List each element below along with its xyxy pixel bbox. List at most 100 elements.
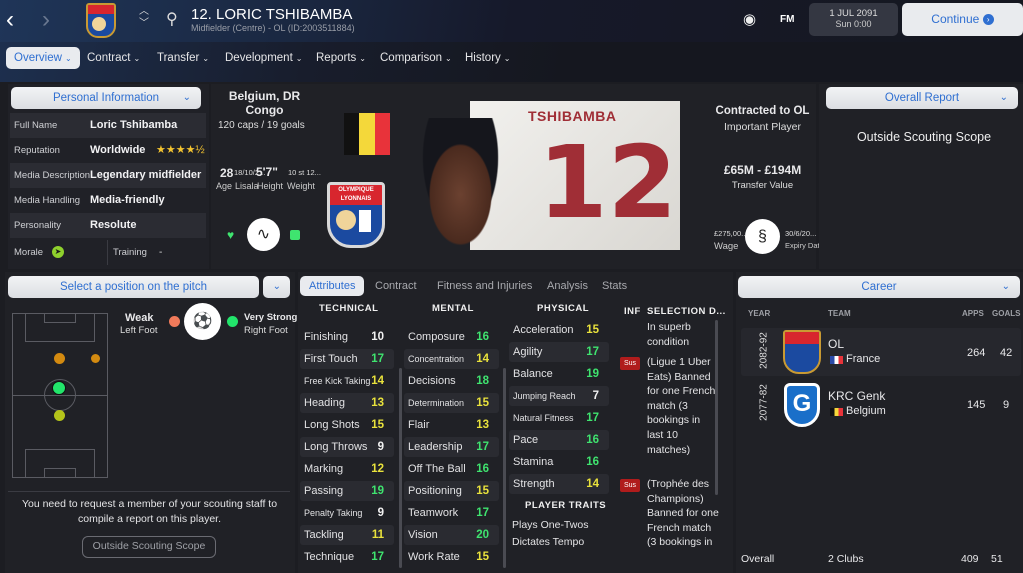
attribute-row-finishing[interactable]: Finishing 10 [300,327,394,347]
attribute-row-work-rate[interactable]: Work Rate 15 [404,547,499,567]
nav-comparison[interactable]: Comparison ⌄ [380,52,452,64]
ol-crest [783,330,821,374]
pi-row-full-name: Full Name Loric Tshibamba [10,113,206,138]
continue-button[interactable]: Continue › [902,3,1023,36]
attribute-row-free-kick-taking[interactable]: Free Kick Taking 14 [300,371,394,391]
transfer-value-label: Transfer Value [731,180,794,191]
mental-scrollbar[interactable] [503,368,506,568]
career-dropdown[interactable]: Career ⌄ [738,276,1020,298]
back-button[interactable]: ‹ [6,6,14,33]
attribute-value: 17 [371,353,384,365]
search-icon[interactable]: ⚲ [166,11,178,28]
tab-analysis[interactable]: Analysis [547,280,588,292]
attribute-row-technique[interactable]: Technique 17 [300,547,394,567]
attribute-value: 19 [586,368,599,380]
forward-button[interactable]: › [42,6,50,33]
right-foot-indicator [227,316,238,327]
height-value: 5'7" [256,165,278,179]
attribute-row-acceleration[interactable]: Acceleration 15 [509,320,609,340]
attribute-row-vision[interactable]: Vision 20 [404,525,499,545]
scouting-message: You need to request a member of your sco… [21,498,278,525]
date-box[interactable]: 1 JUL 2091 Sun 0:00 [809,3,898,36]
attribute-row-tackling[interactable]: Tackling 11 [300,525,394,545]
morale-label: Morale [14,247,44,258]
fm-logo[interactable]: FM [780,14,795,25]
attribute-row-decisions[interactable]: Decisions 18 [404,371,499,391]
attribute-name: Agility [513,346,543,358]
attribute-name: Technique [304,551,355,563]
attribute-name: Tackling [304,529,344,541]
attribute-row-off-the-ball[interactable]: Off The Ball 16 [404,459,499,479]
attribute-row-flair[interactable]: Flair 13 [404,415,499,435]
attribute-row-leadership[interactable]: Leadership 17 [404,437,499,457]
position-dot-amr[interactable] [91,354,100,363]
attribute-value: 17 [371,551,384,563]
attribute-row-stamina[interactable]: Stamina 16 [509,452,609,472]
fitness-pulse-icon[interactable]: ∿ [247,218,280,251]
position-dropdown[interactable]: Select a position on the pitch [8,276,259,298]
attribute-value: 10 [371,331,384,343]
attribute-row-heading[interactable]: Heading 13 [300,393,394,413]
nav-reports[interactable]: Reports ⌄ [316,52,366,64]
position-dropdown-toggle[interactable]: ⌄ [263,276,290,298]
tab-stats[interactable]: Stats [602,280,628,292]
attribute-row-jumping-reach[interactable]: Jumping Reach 7 [509,386,609,406]
attribute-value: 18 [476,375,489,387]
reputation-stars: ★★★★½ [156,144,205,156]
weight-label: Weight [287,181,315,191]
nav-history[interactable]: History ⌄ [465,52,511,64]
attribute-row-natural-fitness[interactable]: Natural Fitness 17 [509,408,609,428]
attribute-name: Vision [408,529,438,541]
age-value: 28 [220,166,234,180]
condition-icon [290,230,300,240]
position-dot-amc[interactable] [54,353,65,364]
attribute-row-pace[interactable]: Pace 16 [509,430,609,450]
position-dot-mc[interactable] [52,381,66,395]
attributes-panel [298,272,733,573]
attribute-row-marking[interactable]: Marking 12 [300,459,394,479]
attribute-row-first-touch[interactable]: First Touch 17 [300,349,394,369]
attribute-row-teamwork[interactable]: Teamwork 17 [404,503,499,523]
player-switch-arrows[interactable]: ︿ ﹀ [139,6,149,29]
outside-scouting-scope-button[interactable]: Outside Scouting Scope [82,536,216,558]
attribute-value: 15 [476,551,489,563]
club-badge[interactable] [86,3,116,38]
nav-transfer[interactable]: Transfer ⌄ [157,52,210,64]
overall-report-dropdown[interactable]: Overall Report ⌄ [826,87,1018,109]
attribute-name: Heading [304,397,345,409]
birthplace: Lisala [235,181,259,191]
attribute-row-agility[interactable]: Agility 17 [509,342,609,362]
nav-development[interactable]: Development ⌄ [225,52,303,64]
pitch-diagram[interactable] [12,313,108,478]
attribute-row-strength[interactable]: Strength 14 [509,474,609,494]
attribute-value: 16 [586,434,599,446]
attribute-row-passing[interactable]: Passing 19 [300,481,394,501]
attribute-name: Jumping Reach [513,391,576,401]
attribute-row-positioning[interactable]: Positioning 15 [404,481,499,501]
col-year: YEAR [748,309,771,318]
position-dot-dm[interactable] [54,410,65,421]
selection-scrollbar[interactable] [715,320,718,495]
tab-attributes[interactable]: Attributes [300,276,365,296]
technical-scrollbar[interactable] [399,368,402,568]
arrow-right-icon: › [982,14,994,26]
attribute-row-concentration[interactable]: Concentration 14 [404,349,499,369]
globe-icon[interactable]: ◉ [743,11,757,28]
nav-overview[interactable]: Overview ⌄ [6,47,80,69]
attribute-row-balance[interactable]: Balance 19 [509,364,609,384]
career-year: 2077-82 [758,384,770,421]
attribute-row-penalty-taking[interactable]: Penalty Taking 9 [300,503,394,523]
attribute-value: 19 [371,485,384,497]
attribute-name: Free Kick Taking [304,376,371,386]
attribute-row-composure[interactable]: Composure 16 [404,327,499,347]
contract-icon[interactable]: § [745,219,780,254]
personal-info-dropdown[interactable]: Personal Information ⌄ [11,87,201,109]
tab-contract[interactable]: Contract [375,280,417,292]
attribute-row-determination[interactable]: Determination 15 [404,393,499,413]
attribute-name: Stamina [513,456,554,468]
attribute-name: Concentration [408,354,465,364]
nav-contract[interactable]: Contract ⌄ [87,52,141,64]
tab-fitness-injuries[interactable]: Fitness and Injuries [437,280,533,292]
attribute-row-long-shots[interactable]: Long Shots 15 [300,415,394,435]
attribute-row-long-throws[interactable]: Long Throws 9 [300,437,394,457]
